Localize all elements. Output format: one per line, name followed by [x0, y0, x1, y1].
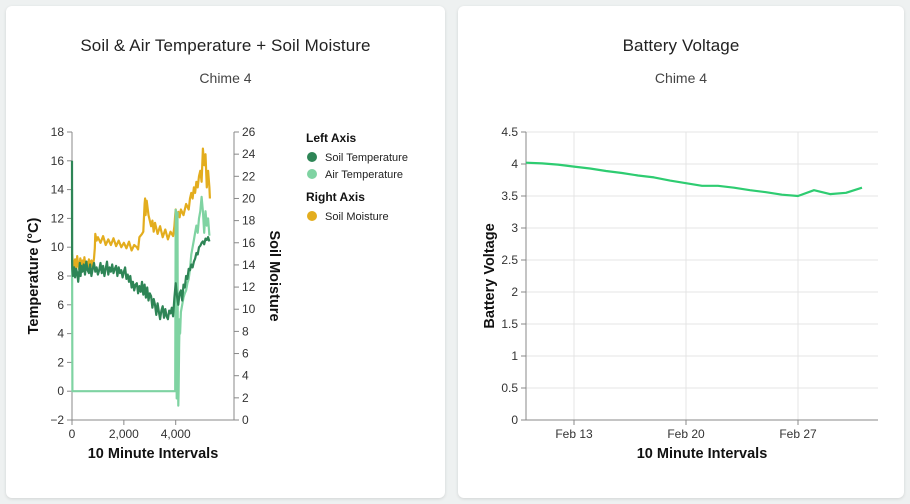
- y-tick-label: 3: [511, 221, 518, 235]
- y-tick-label: 4: [511, 157, 518, 171]
- right-y-tick-label: 10: [242, 302, 256, 316]
- left-y-tick-label: −2: [50, 413, 64, 427]
- right-y-tick-label: 26: [242, 125, 256, 139]
- y-tick-label: 4.5: [501, 125, 518, 139]
- left-y-tick-label: 16: [51, 154, 65, 168]
- temperature-moisture-chart: −202468101214161802468101214161820222426…: [26, 125, 408, 462]
- left-y-tick-label: 4: [57, 327, 64, 341]
- y-tick-label: 2.5: [501, 253, 518, 267]
- left-y-tick-label: 14: [51, 183, 65, 197]
- left-y-tick-label: 12: [51, 211, 65, 225]
- y-tick-label: 1.5: [501, 317, 518, 331]
- left-y-tick-label: 6: [57, 298, 64, 312]
- right-y-tick-label: 2: [242, 391, 249, 405]
- y-tick-label: 3.5: [501, 189, 518, 203]
- chart-title: Soil & Air Temperature + Soil Moisture: [80, 36, 371, 55]
- y-axis-label: Battery Voltage: [482, 223, 498, 328]
- x-tick-label: 0: [69, 427, 76, 441]
- chart-subtitle: Chime 4: [199, 70, 252, 86]
- air-temperature-line: [70, 189, 211, 407]
- right-y-tick-label: 8: [242, 324, 249, 338]
- legend-swatch: [307, 169, 317, 179]
- legend-swatch: [307, 152, 317, 162]
- right-y-tick-label: 24: [242, 147, 256, 161]
- battery-voltage-card: Battery Voltage Chime 4 0 0.5 1 1.5 2 2.5 3 3.5…: [458, 6, 904, 498]
- y-tick-label: 0.5: [501, 381, 518, 395]
- x-tick-label: 2,000: [109, 427, 139, 441]
- chart-title: Battery Voltage: [622, 36, 740, 55]
- legend-item-label: Air Temperature: [325, 169, 403, 181]
- left-y-tick-label: 10: [51, 240, 65, 254]
- x-tick-label: 4,000: [161, 427, 191, 441]
- right-y-tick-label: 18: [242, 214, 256, 228]
- chart-subtitle: Chime 4: [654, 70, 708, 86]
- right-y-tick-label: 20: [242, 191, 256, 205]
- x-axis-label: 10 Minute Intervals: [88, 446, 219, 462]
- battery-voltage-line: [525, 161, 863, 198]
- right-y-tick-label: 14: [242, 258, 256, 272]
- left-y-tick-label: 18: [51, 125, 65, 139]
- legend-item-label: Soil Temperature: [325, 152, 408, 164]
- soil-moisture-line: [70, 147, 211, 272]
- x-tick-label: Feb 20: [667, 427, 705, 441]
- right-y-tick-label: 16: [242, 236, 256, 250]
- left-y-tick-label: 0: [57, 384, 64, 398]
- y-tick-label: 2: [511, 285, 518, 299]
- legend-item-label: Soil Moisture: [325, 211, 389, 223]
- legend-group-title: Right Axis: [306, 190, 365, 204]
- right-y-axis-label: Soil Moisture: [266, 230, 282, 321]
- right-y-tick-label: 22: [242, 169, 256, 183]
- left-y-tick-label: 8: [57, 269, 64, 283]
- right-y-tick-label: 0: [242, 413, 249, 427]
- y-tick-label: 0: [511, 413, 518, 427]
- x-tick-label: Feb 13: [555, 427, 593, 441]
- right-y-tick-label: 12: [242, 280, 256, 294]
- left-y-axis-label: Temperature (°C): [26, 217, 42, 334]
- soil-temperature-line: [70, 160, 211, 321]
- legend-swatch: [307, 211, 317, 221]
- x-tick-label: Feb 27: [779, 427, 817, 441]
- right-y-tick-label: 6: [242, 347, 249, 361]
- temperature-moisture-card: Soil & Air Temperature + Soil Moisture C…: [6, 6, 445, 498]
- right-y-tick-label: 4: [242, 369, 249, 383]
- left-y-tick-label: 2: [57, 355, 64, 369]
- x-axis-label: 10 Minute Intervals: [637, 446, 768, 462]
- legend-group-title: Left Axis: [306, 131, 357, 145]
- y-tick-label: 1: [511, 349, 518, 363]
- battery-voltage-chart: 0 0.5 1 1.5 2 2.5 3 3.5 4 4.5 Feb 13 Feb 20 Feb 27 10…: [482, 125, 878, 462]
